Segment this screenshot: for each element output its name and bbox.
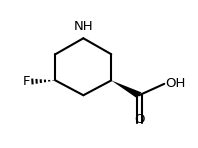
Text: OH: OH — [166, 77, 186, 90]
Text: O: O — [134, 113, 144, 126]
Text: F: F — [23, 75, 30, 88]
Polygon shape — [111, 81, 141, 98]
Text: NH: NH — [73, 20, 93, 33]
